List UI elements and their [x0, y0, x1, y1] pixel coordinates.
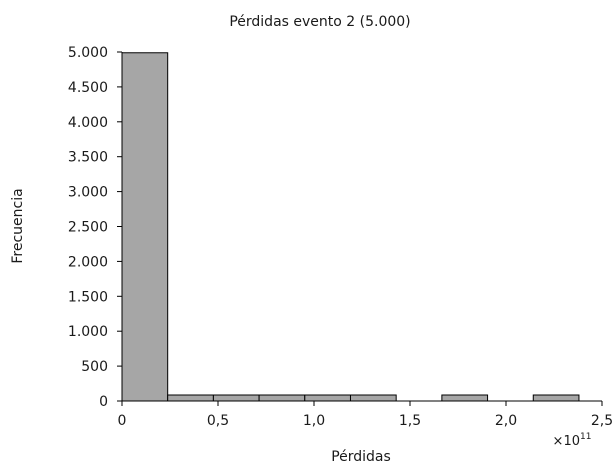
chart-title: Pérdidas evento 2 (5.000) [229, 14, 410, 30]
x-tick-label-3: 1,0 [303, 413, 325, 429]
x-tick-label-1: 0 [118, 413, 127, 429]
y-tick-label-8: 3.500 [68, 150, 108, 166]
axes-layer: 0 500 1.000 1.500 2.000 2.500 3.000 3.500 4.000 4… [68, 45, 613, 429]
y-tick-label-10: 4.500 [68, 80, 108, 96]
histogram-bar-10 [532, 394, 580, 402]
x-tick-label-4: 1,5 [399, 413, 421, 429]
x-tick-label-6: 2,5 [591, 413, 613, 429]
histogram-bar-2 [167, 394, 214, 402]
y-tick-label-6: 2.500 [68, 220, 108, 236]
y-tick-label-4: 1.500 [68, 289, 108, 305]
y-tick-label-2: 500 [81, 359, 108, 375]
histogram-bar-8 [441, 394, 489, 402]
y-tick-label-3: 1.000 [68, 324, 108, 340]
histogram-bar-5 [304, 394, 351, 402]
y-tick-label-11: 5.000 [68, 45, 108, 61]
x-multiplier-exponent: 11 [580, 432, 591, 442]
histogram-bar-4 [258, 394, 306, 402]
y-tick-label-5: 2.000 [68, 254, 108, 270]
bars-layer [121, 52, 580, 402]
x-multiplier-base: ×10 [553, 434, 580, 449]
y-tick-label-1: 0 [99, 394, 108, 410]
x-axis-label: Pérdidas [331, 449, 391, 465]
histogram-bar-3 [212, 394, 260, 402]
y-axis-label: Frecuencia [10, 188, 26, 263]
histogram-bar-6 [349, 394, 397, 402]
x-tick-label-5: 2,0 [495, 413, 517, 429]
x-axis-multiplier: ×1011 [553, 432, 592, 449]
x-tick-label-2: 0,5 [207, 413, 229, 429]
histogram-bar-1 [121, 52, 169, 402]
y-tick-label-9: 4.000 [68, 115, 108, 131]
y-tick-label-7: 3.000 [68, 185, 108, 201]
